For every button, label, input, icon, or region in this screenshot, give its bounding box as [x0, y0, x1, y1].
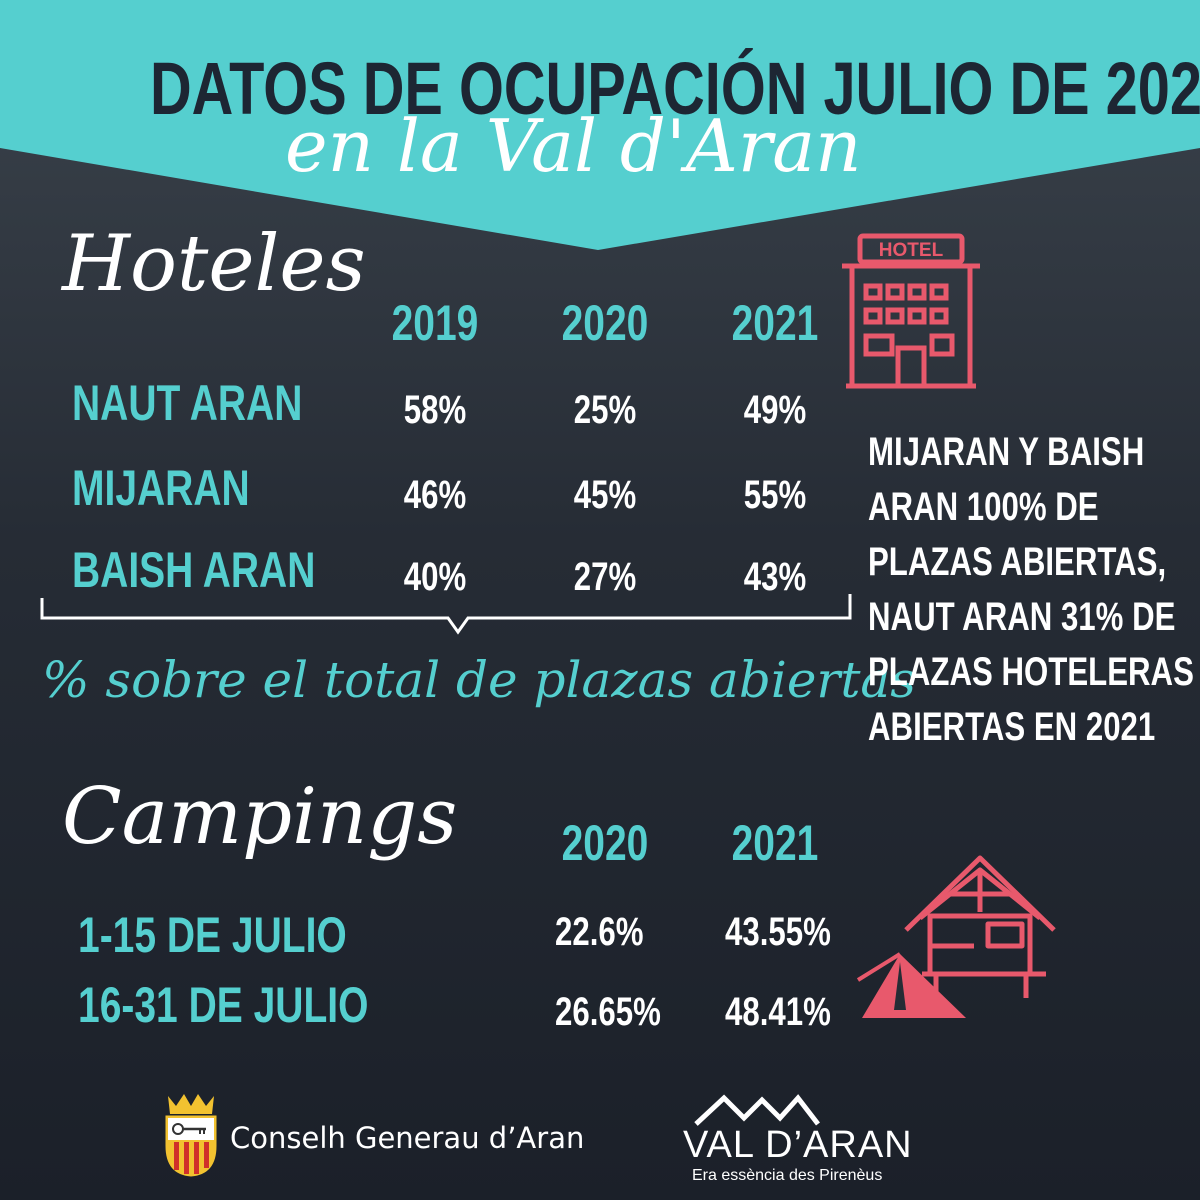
hotel-sign-text: HOTEL [879, 240, 944, 261]
hotels-note-line: ARAN 100% DE [868, 485, 1099, 529]
table-bracket [40, 594, 852, 635]
hotels-value: 49% [743, 388, 807, 432]
hotels-value: 46% [403, 473, 467, 517]
hotels-year-2019: 2019 [391, 295, 479, 351]
campings-year-2020: 2020 [561, 815, 649, 871]
hotels-note-line: MIJARAN Y BAISH [868, 430, 1145, 474]
val-daran-tagline: Era essència des Pirenèus [692, 1167, 883, 1184]
hotel-building-icon: HOTEL [842, 233, 980, 389]
mountains-logo-icon [694, 1094, 820, 1126]
hotels-note-line: ABIERTAS EN 2021 [868, 705, 1156, 749]
page-title: DATOS DE OCUPACIÓN JULIO DE 2021 [150, 47, 1200, 130]
hotels-year-2020: 2020 [561, 295, 649, 351]
campings-value: 22.6% [555, 910, 644, 954]
hotels-row-label-baish-aran: BAISH ARAN [72, 542, 316, 598]
conselh-logo-text: Conselh Generau d’Aran [230, 1121, 585, 1155]
hotels-value: 40% [403, 555, 467, 599]
hotels-note-line: NAUT ARAN 31% DE [868, 595, 1176, 639]
hotels-note-line: PLAZAS ABIERTAS, [868, 540, 1167, 584]
hotels-value: 55% [743, 473, 807, 517]
campings-row-label-16-31: 16-31 DE JULIO [78, 977, 369, 1033]
hotels-row-label-naut-aran: NAUT ARAN [72, 375, 303, 431]
cabin-tent-icon [856, 855, 1056, 1018]
campings-year-2021: 2021 [731, 815, 819, 871]
campings-value: 48.41% [725, 990, 831, 1034]
hotels-title: Hoteles [62, 219, 366, 309]
hotels-value: 58% [403, 388, 467, 432]
hotels-note-line: PLAZAS HOTELERAS [868, 650, 1194, 694]
campings-value: 43.55% [725, 910, 831, 954]
hotels-row-label-mijaran: MIJARAN [72, 460, 250, 516]
val-daran-logo-text: VAL D’ARAN [683, 1124, 913, 1166]
campings-value: 26.65% [555, 990, 661, 1034]
campings-title: Campings [62, 772, 458, 862]
hotels-value: 45% [573, 473, 637, 517]
hotels-value: 43% [743, 555, 807, 599]
page-subtitle: en la Val d'Aran [285, 104, 862, 188]
hotels-footnote: % sobre el total de plazas abiertas [42, 651, 916, 709]
coat-of-arms-icon [165, 1094, 217, 1177]
header-banner [0, 0, 1200, 250]
campings-row-label-1-15: 1-15 DE JULIO [78, 907, 347, 963]
hotels-value: 27% [573, 555, 637, 599]
hotels-year-2021: 2021 [731, 295, 819, 351]
hotels-value: 25% [573, 388, 637, 432]
